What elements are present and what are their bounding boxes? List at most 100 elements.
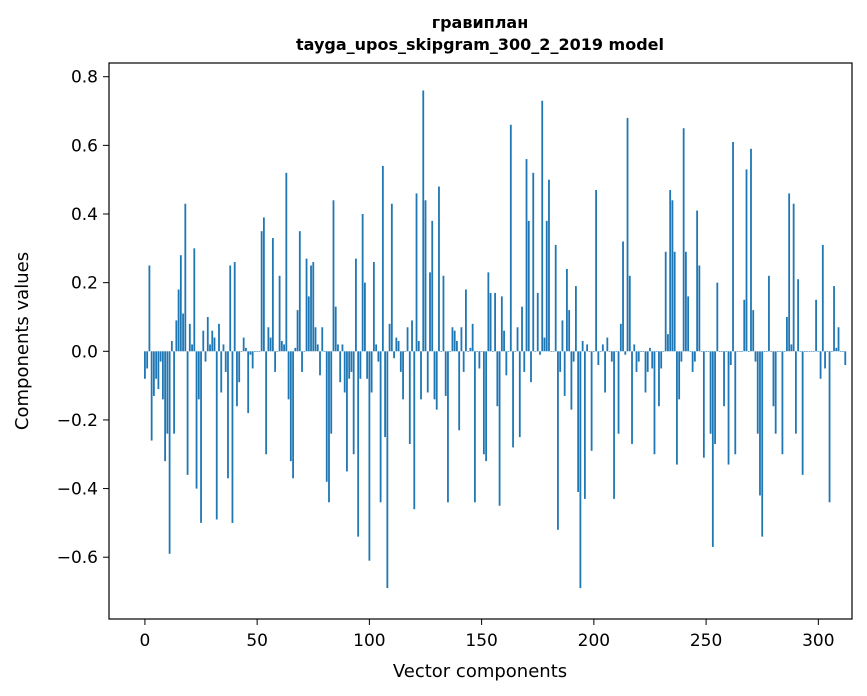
bar (144, 351, 146, 379)
bar (298, 231, 301, 352)
bar (303, 351, 306, 352)
bar (159, 351, 162, 362)
bar (844, 351, 847, 366)
bar (200, 351, 202, 523)
bar (395, 337, 398, 352)
bar (741, 351, 743, 352)
bar (491, 351, 494, 352)
bar (799, 351, 802, 352)
bar (195, 351, 198, 489)
bar (500, 296, 503, 352)
bar (458, 351, 461, 431)
bar (615, 351, 618, 352)
bar (736, 351, 739, 352)
bar (325, 351, 328, 482)
bar (229, 265, 232, 352)
bar (718, 351, 721, 352)
bar (552, 351, 555, 352)
bar (375, 344, 378, 352)
bar (842, 351, 844, 352)
bar (660, 351, 663, 369)
bar (292, 351, 294, 479)
bar (175, 320, 178, 352)
bar (509, 124, 512, 352)
bar (166, 351, 169, 434)
bar (498, 351, 501, 506)
bar (487, 272, 490, 352)
bar (839, 351, 842, 352)
bar (316, 344, 319, 352)
bar (496, 351, 499, 407)
bar (193, 248, 196, 352)
bar (631, 351, 633, 444)
bar (705, 351, 707, 352)
bar (435, 351, 438, 410)
bar (505, 351, 508, 376)
bar (559, 351, 562, 372)
bar (323, 351, 326, 352)
y-tick-label: 0.4 (71, 205, 98, 225)
bar (682, 128, 685, 352)
bar (561, 320, 564, 352)
bar (242, 337, 245, 352)
bar (265, 351, 268, 455)
bar (689, 351, 692, 352)
bar (801, 351, 804, 475)
y-tick-label: 0.8 (71, 68, 98, 88)
bar (271, 238, 274, 352)
bar (191, 344, 193, 352)
bar (588, 351, 591, 352)
bar (525, 159, 528, 352)
bar (381, 165, 384, 352)
bar (465, 289, 467, 352)
bar (817, 351, 820, 352)
bar (462, 351, 465, 372)
bar (280, 341, 283, 352)
bar (577, 351, 580, 493)
bar (424, 200, 427, 352)
bar (433, 351, 436, 400)
y-axis-label: Components values (12, 252, 33, 430)
bar (478, 351, 481, 369)
bar (747, 351, 750, 352)
bar (330, 351, 333, 434)
bar (267, 327, 270, 352)
bar (613, 351, 615, 499)
bar (653, 351, 656, 455)
bar (754, 351, 757, 362)
bar (233, 262, 236, 352)
bar (182, 313, 184, 352)
bar (772, 351, 775, 407)
bar (451, 327, 454, 352)
bar (774, 351, 777, 434)
bar (366, 351, 369, 379)
bar (633, 344, 636, 352)
bar (186, 351, 189, 475)
bar (415, 193, 418, 352)
bar (334, 306, 337, 352)
bar (296, 310, 299, 352)
bar (431, 220, 434, 352)
bar (579, 351, 582, 589)
bar (788, 193, 791, 352)
bar (554, 244, 557, 352)
bar (646, 351, 649, 372)
x-tick-label: 150 (465, 631, 497, 651)
bar (283, 344, 285, 352)
bar (777, 351, 779, 352)
bar (803, 351, 806, 352)
bar (287, 351, 290, 400)
bar (669, 189, 672, 352)
bar (781, 351, 784, 455)
bar (440, 351, 443, 352)
bar (543, 337, 546, 352)
bar (215, 351, 218, 520)
bar (285, 172, 288, 352)
bar (278, 275, 281, 352)
bar (341, 344, 344, 352)
bar (260, 231, 263, 352)
bar (635, 351, 638, 372)
bar (485, 351, 488, 462)
bar (245, 347, 247, 352)
